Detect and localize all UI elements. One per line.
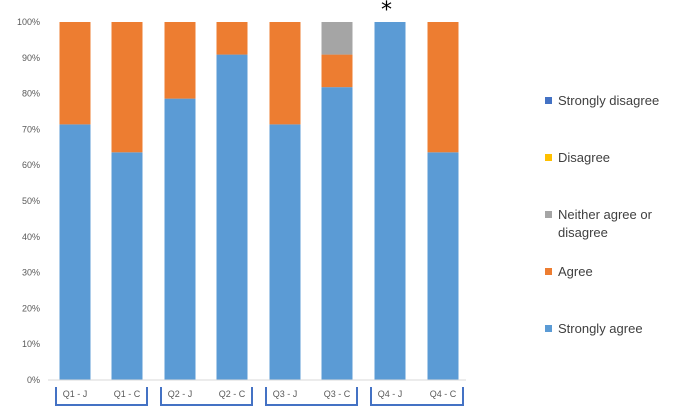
- x-tick-label: Q2 - J: [168, 389, 193, 399]
- y-tick-label: 40%: [22, 232, 40, 242]
- y-tick-label: 80%: [22, 89, 40, 99]
- group-bracket: [265, 387, 358, 406]
- bar-segment: [374, 22, 406, 380]
- bar-segment: [269, 22, 301, 125]
- x-tick-label: Q1 - J: [63, 389, 88, 399]
- y-tick-label: 20%: [22, 303, 40, 313]
- bar-segment: [321, 22, 353, 55]
- x-tick-label: Q4 - C: [430, 389, 457, 399]
- group-bracket: [55, 387, 148, 406]
- x-tick-label: Q1 - C: [114, 389, 141, 399]
- y-tick-label: 70%: [22, 124, 40, 134]
- x-tick-label: Q2 - C: [219, 389, 246, 399]
- legend-label-neither: Neither agree or disagree: [558, 207, 652, 240]
- y-tick-label: 30%: [22, 268, 40, 278]
- y-tick-label: 0%: [27, 375, 40, 385]
- y-tick-label: 50%: [22, 196, 40, 206]
- legend-swatch-strongly-disagree: [545, 97, 552, 104]
- bar-segment: [59, 124, 91, 380]
- legend-swatch-agree: [545, 268, 552, 275]
- legend-label-agree: Agree: [558, 264, 593, 279]
- group-bracket: [160, 387, 253, 406]
- bar-segment: [164, 22, 196, 99]
- bar-segment: [321, 54, 353, 88]
- legend-label-strongly-agree: Strongly agree: [558, 321, 643, 336]
- x-tick-label: Q3 - J: [273, 389, 298, 399]
- bar-segment: [164, 98, 196, 380]
- bar-segment: [427, 22, 459, 153]
- x-tick-label: Q4 - J: [378, 389, 403, 399]
- bar-segment: [269, 124, 301, 380]
- bar-segment: [111, 152, 143, 380]
- legend-swatch-disagree: [545, 154, 552, 161]
- y-tick-label: 100%: [17, 17, 40, 27]
- y-tick-label: 10%: [22, 339, 40, 349]
- stacked-bar-chart: 0% 10% 20% 30% 40% 50% 60% 70% 80% 90% 100% Q1 - J Q…: [17, 17, 466, 406]
- bar-segment: [216, 22, 248, 55]
- legend: Strongly disagree Disagree Neither agree…: [545, 0, 682, 418]
- y-tick-label: 90%: [22, 53, 40, 63]
- group-bracket: [370, 387, 464, 406]
- x-tick-label: Q3 - C: [324, 389, 351, 399]
- legend-label-disagree: Disagree: [558, 150, 611, 165]
- annotation-asterisk: *: [381, 0, 392, 23]
- legend-item-disagree: Disagree: [545, 149, 682, 167]
- y-tick-label: 60%: [22, 160, 40, 170]
- legend-item-strongly-agree: Strongly agree: [545, 320, 682, 338]
- legend-item-strongly-disagree: Strongly disagree: [545, 92, 682, 110]
- legend-swatch-strongly-agree: [545, 325, 552, 332]
- legend-label-strongly-disagree: Strongly disagree: [558, 93, 660, 108]
- legend-item-neither: Neither agree or disagree: [545, 206, 682, 242]
- legend-item-agree: Agree: [545, 263, 682, 281]
- bar-segment: [216, 54, 248, 380]
- legend-swatch-neither: [545, 211, 552, 218]
- bar-segment: [321, 87, 353, 380]
- bar-segment: [427, 152, 459, 380]
- bar-segment: [111, 22, 143, 153]
- bar-segment: [59, 22, 91, 125]
